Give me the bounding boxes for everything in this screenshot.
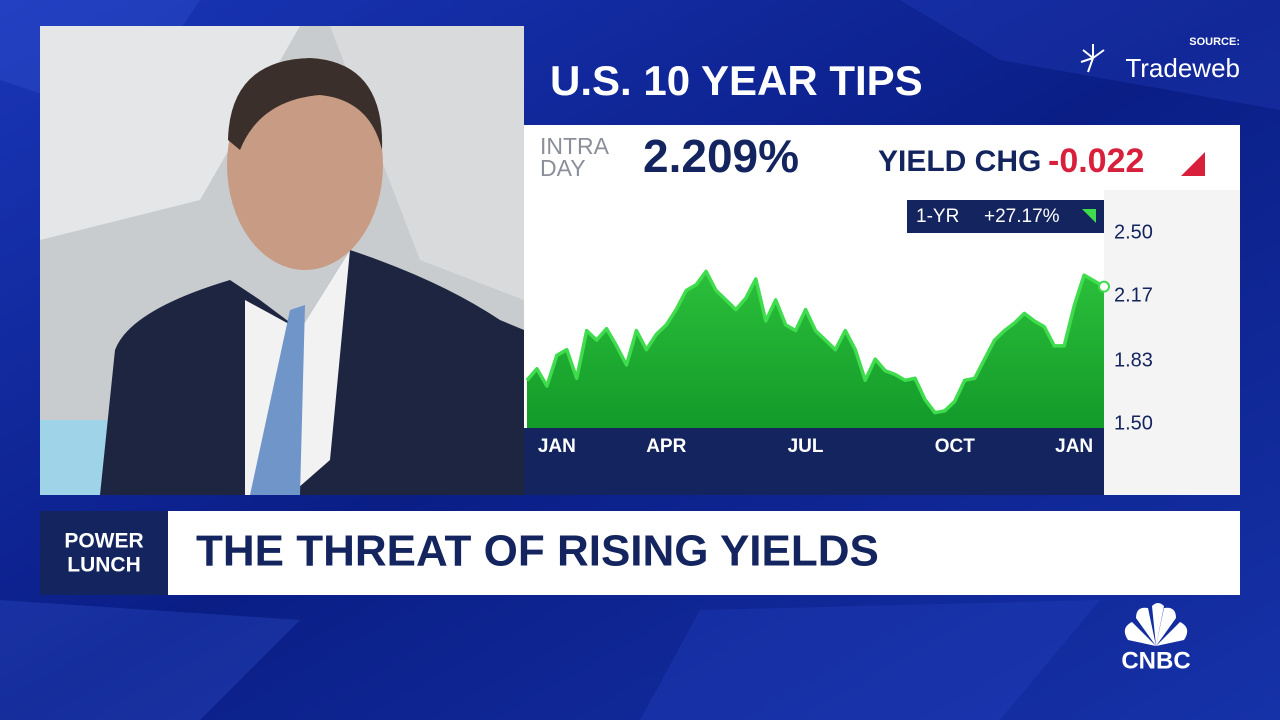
source-logo: [1080, 44, 1105, 73]
period-arrow: [1082, 209, 1096, 223]
chart-title: U.S. 10 YEAR TIPS: [550, 57, 923, 104]
x-tick-label: APR: [646, 436, 686, 457]
change-value: -0.022: [1048, 142, 1144, 180]
network-name: CNBC: [1121, 647, 1190, 674]
show-name: LUNCH: [67, 554, 141, 577]
down-arrow: [1181, 152, 1205, 176]
period-label: 1-YR: [916, 206, 959, 227]
last-point: [1098, 280, 1110, 293]
show-name: POWER: [64, 530, 143, 553]
x-tick-label: JUL: [788, 436, 824, 457]
video-panel: [40, 26, 524, 495]
y-tick-label: 1.50: [1114, 412, 1153, 434]
show-box: [40, 511, 168, 595]
source-label: SOURCE:: [1189, 36, 1240, 48]
change-label: YIELD CHG: [878, 145, 1041, 178]
x-axis-band: [524, 428, 1104, 495]
line: [525, 269, 1105, 415]
y-axis-panel: [1104, 190, 1240, 495]
x-tick-label: OCT: [935, 436, 976, 457]
intraday-value: 2.209%: [643, 130, 799, 182]
period-change: +27.17%: [984, 206, 1060, 227]
intraday-label: DAY: [540, 155, 586, 181]
y-tick-label: 2.50: [1114, 221, 1153, 243]
area: [527, 271, 1104, 428]
network-logo: [1124, 603, 1188, 646]
headline: THE THREAT OF RISING YIELDS: [196, 527, 879, 576]
x-tick-label: JAN: [1055, 436, 1093, 457]
source: Tradeweb: [1125, 53, 1240, 83]
period-badge: [907, 200, 1104, 233]
intraday-label: INTRA: [540, 133, 610, 159]
y-tick-label: 2.17: [1114, 285, 1153, 307]
headline-box: [168, 511, 1240, 595]
x-tick-label: JAN: [538, 436, 576, 457]
y-tick-label: 1.83: [1114, 349, 1153, 371]
